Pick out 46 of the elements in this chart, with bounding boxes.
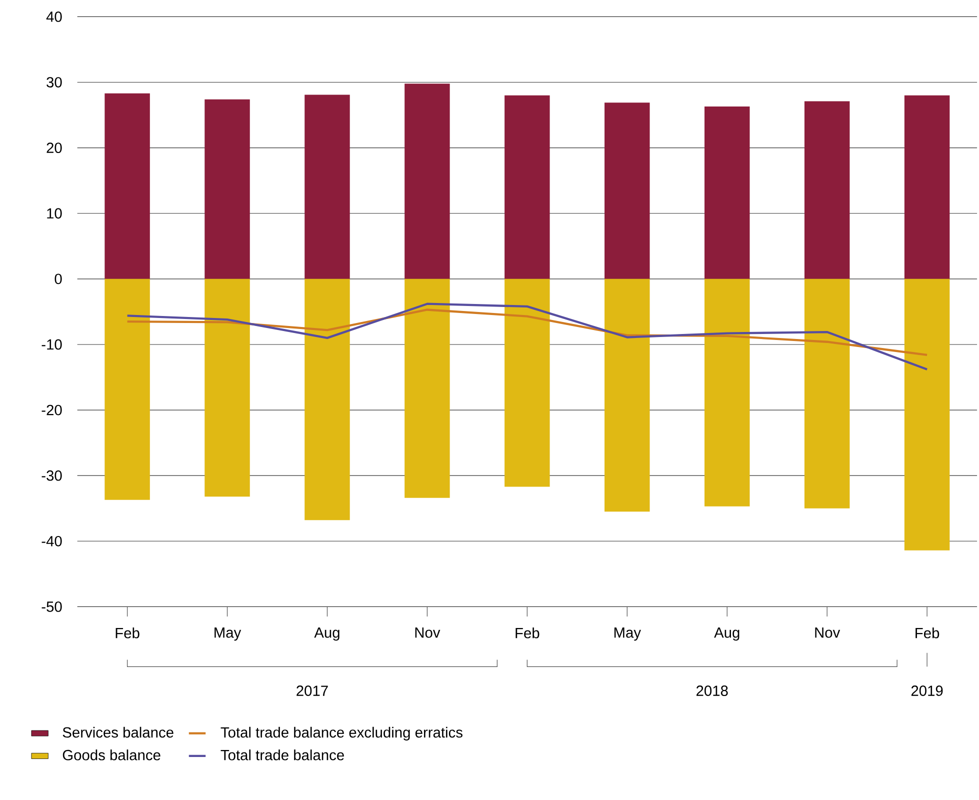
legend-label: Total trade balance excluding erratics bbox=[220, 726, 462, 740]
bar bbox=[204, 278, 250, 496]
line-series bbox=[126, 308, 928, 356]
x-tick-label: Aug bbox=[714, 627, 740, 640]
x-tick-label: Nov bbox=[815, 627, 840, 638]
y-tick-label: 0 bbox=[54, 274, 62, 284]
x-tick-label: Nov bbox=[415, 627, 440, 638]
bar bbox=[204, 99, 250, 279]
bar bbox=[504, 278, 550, 487]
legend-label: Total trade balance bbox=[220, 749, 344, 760]
line-series bbox=[126, 302, 928, 370]
y-tick-label: -20 bbox=[42, 404, 62, 416]
text: 2019 bbox=[911, 685, 943, 696]
bar bbox=[404, 83, 450, 279]
y-tick-label: 40 bbox=[46, 11, 62, 22]
bar bbox=[704, 278, 750, 506]
bar bbox=[304, 278, 350, 520]
x-tick-label: May bbox=[214, 627, 242, 640]
bar bbox=[104, 93, 150, 279]
bar bbox=[604, 278, 650, 512]
x-tick-label: Feb bbox=[916, 627, 940, 638]
x-tick-label: Feb bbox=[516, 627, 540, 638]
y-tick-label: 10 bbox=[47, 208, 62, 218]
bar bbox=[404, 278, 450, 498]
bar bbox=[604, 102, 650, 279]
bar bbox=[904, 95, 950, 279]
bar bbox=[104, 278, 150, 500]
legend-label: Services balance bbox=[62, 726, 174, 738]
bar bbox=[704, 106, 750, 279]
bar bbox=[304, 94, 350, 279]
bar bbox=[504, 95, 550, 279]
y-tick-label: -10 bbox=[42, 339, 62, 350]
y-tick-label: -30 bbox=[42, 470, 62, 481]
x-tick-label: May bbox=[614, 627, 641, 640]
y-tick-label: -50 bbox=[42, 601, 62, 612]
text: 2018 bbox=[696, 685, 728, 696]
text: 2017 bbox=[296, 685, 328, 696]
x-tick-label: Aug bbox=[314, 627, 340, 640]
bar bbox=[804, 101, 850, 279]
bar bbox=[904, 278, 950, 550]
y-tick-label: -40 bbox=[42, 536, 62, 546]
x-tick-label: Feb bbox=[116, 627, 140, 638]
y-tick-label: 30 bbox=[46, 76, 62, 88]
y-tick-label: 20 bbox=[46, 142, 62, 153]
legend-label: Goods balance bbox=[62, 749, 160, 760]
bar bbox=[804, 278, 850, 508]
